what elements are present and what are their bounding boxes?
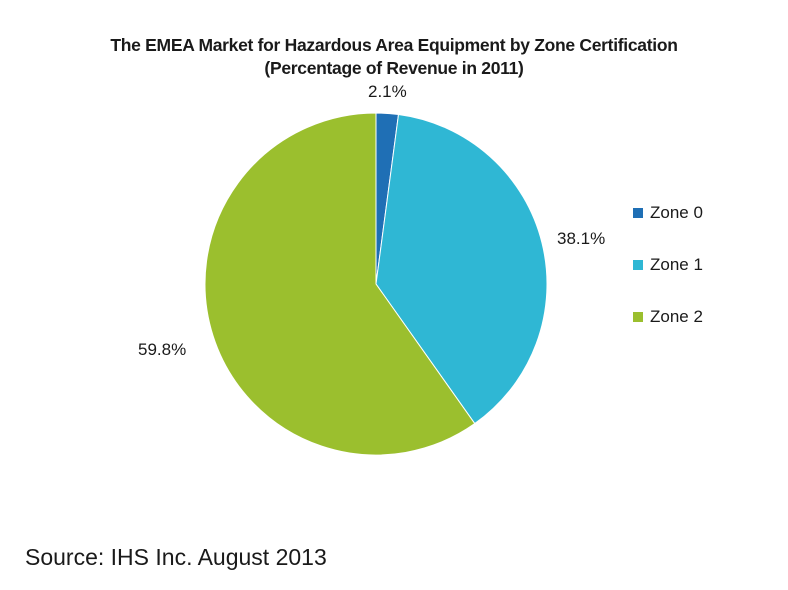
legend-swatch-zone-2 xyxy=(633,312,643,322)
legend: Zone 0 Zone 1 Zone 2 xyxy=(633,200,703,356)
legend-label-zone-2: Zone 2 xyxy=(650,307,703,326)
pie-slice-zone-2 xyxy=(204,112,476,456)
slice-label-zone-0: 2.1% xyxy=(368,82,407,101)
slice-label-zone-2: 59.8% xyxy=(138,340,187,359)
legend-item-zone-0: Zone 0 xyxy=(633,200,703,226)
slice-label-zone-1: 38.1% xyxy=(557,229,606,248)
legend-label-zone-1: Zone 1 xyxy=(650,255,703,274)
chart-title-line-2: (Percentage of Revenue in 2011) xyxy=(264,58,524,78)
pie-slice-zone-1 xyxy=(375,113,548,425)
legend-swatch-zone-0 xyxy=(633,208,643,218)
legend-label-zone-0: Zone 0 xyxy=(650,203,703,222)
legend-swatch-zone-1 xyxy=(633,260,643,270)
chart-title-line-1: The EMEA Market for Hazardous Area Equip… xyxy=(110,35,678,55)
legend-item-zone-1: Zone 1 xyxy=(633,252,703,278)
chart-title: The EMEA Market for Hazardous Area Equip… xyxy=(0,34,788,80)
legend-item-zone-2: Zone 2 xyxy=(633,304,703,330)
source-note: Source: IHS Inc. August 2013 xyxy=(25,544,327,570)
